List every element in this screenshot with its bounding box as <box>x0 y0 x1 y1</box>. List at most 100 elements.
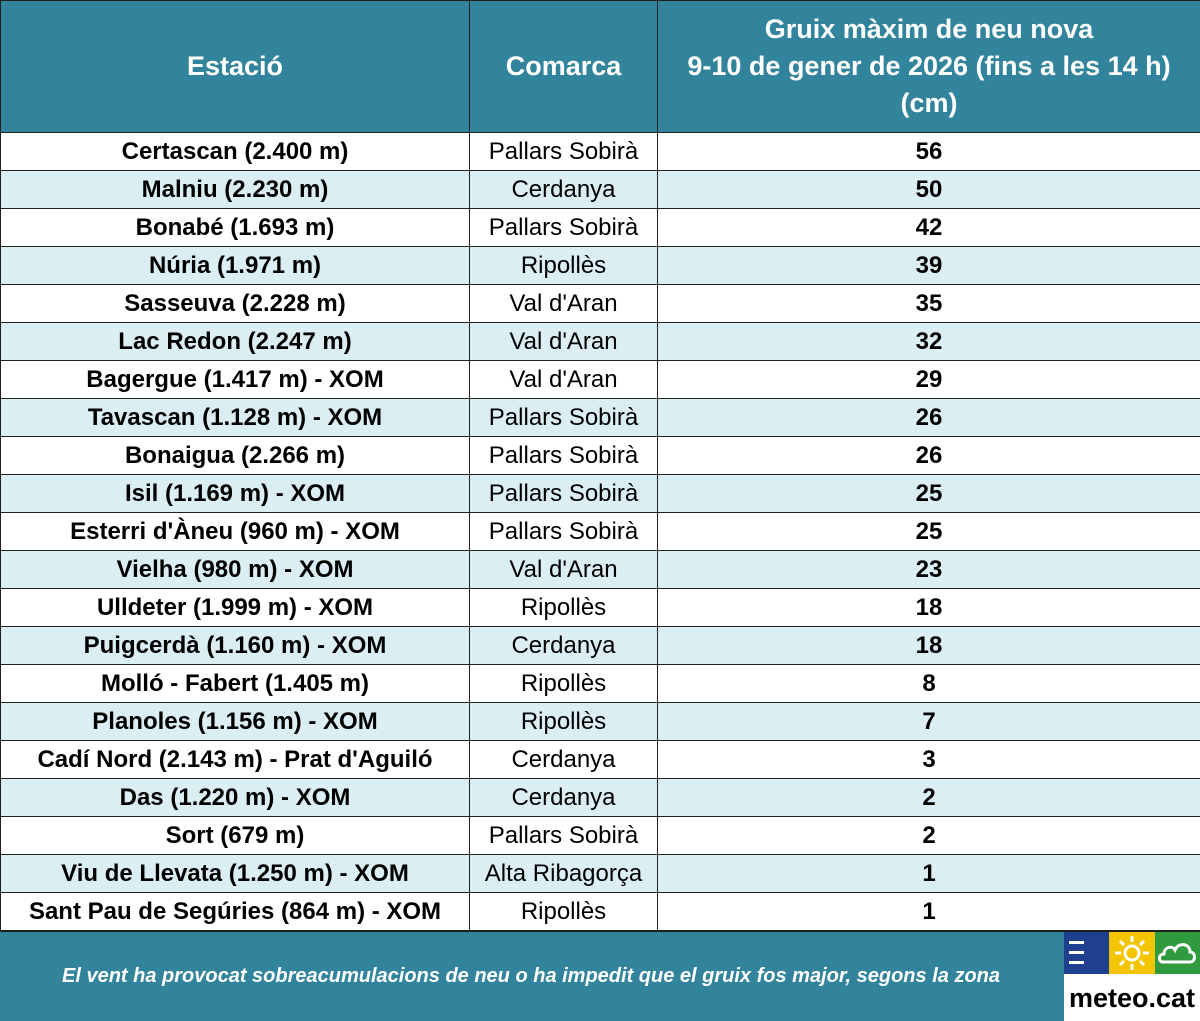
meteocat-logo: meteo.cat <box>1064 932 1200 1021</box>
region-cell: Val d'Aran <box>470 551 658 589</box>
region-cell: Val d'Aran <box>470 361 658 399</box>
region-cell: Val d'Aran <box>470 323 658 361</box>
station-cell: Esterri d'Àneu (960 m) - XOM <box>1 513 470 551</box>
cloud-icon <box>1155 932 1200 974</box>
region-cell: Val d'Aran <box>470 285 658 323</box>
station-cell: Bonaigua (2.266 m) <box>1 437 470 475</box>
station-cell: Núria (1.971 m) <box>1 247 470 285</box>
station-cell: Bonabé (1.693 m) <box>1 209 470 247</box>
region-cell: Cerdanya <box>470 627 658 665</box>
depth-cell: 18 <box>658 627 1200 665</box>
fog-lines-icon <box>1064 932 1109 974</box>
station-cell: Malniu (2.230 m) <box>1 171 470 209</box>
region-cell: Pallars Sobirà <box>470 817 658 855</box>
region-cell: Ripollès <box>470 703 658 741</box>
station-cell: Planoles (1.156 m) - XOM <box>1 703 470 741</box>
region-cell: Alta Ribagorça <box>470 855 658 893</box>
logo-text: meteo.cat <box>1064 978 1200 1018</box>
footer-bar: El vent ha provocat sobreacumulacions de… <box>0 931 1200 1021</box>
header-depth-line3: (cm) <box>658 85 1200 122</box>
station-cell: Sort (679 m) <box>1 817 470 855</box>
depth-cell: 23 <box>658 551 1200 589</box>
depth-cell: 29 <box>658 361 1200 399</box>
station-cell: Das (1.220 m) - XOM <box>1 779 470 817</box>
header-region: Comarca <box>470 1 658 133</box>
header-depth: Gruix màxim de neu nova 9-10 de gener de… <box>658 1 1200 133</box>
station-cell: Bagergue (1.417 m) - XOM <box>1 361 470 399</box>
depth-cell: 39 <box>658 247 1200 285</box>
station-cell: Tavascan (1.128 m) - XOM <box>1 399 470 437</box>
region-cell: Cerdanya <box>470 171 658 209</box>
station-cell: Certascan (2.400 m) <box>1 133 470 171</box>
depth-cell: 1 <box>658 893 1200 931</box>
region-cell: Pallars Sobirà <box>470 475 658 513</box>
region-cell: Ripollès <box>470 589 658 627</box>
station-cell: Ulldeter (1.999 m) - XOM <box>1 589 470 627</box>
region-cell: Pallars Sobirà <box>470 399 658 437</box>
header-station: Estació <box>1 1 470 133</box>
station-cell: Sant Pau de Segúries (864 m) - XOM <box>1 893 470 931</box>
region-cell: Pallars Sobirà <box>470 133 658 171</box>
depth-cell: 2 <box>658 817 1200 855</box>
depth-cell: 25 <box>658 513 1200 551</box>
depth-cell: 26 <box>658 437 1200 475</box>
depth-cell: 50 <box>658 171 1200 209</box>
region-cell: Ripollès <box>470 247 658 285</box>
depth-cell: 1 <box>658 855 1200 893</box>
station-cell: Puigcerdà (1.160 m) - XOM <box>1 627 470 665</box>
depth-cell: 18 <box>658 589 1200 627</box>
depth-cell: 7 <box>658 703 1200 741</box>
depth-cell: 8 <box>658 665 1200 703</box>
depth-cell: 26 <box>658 399 1200 437</box>
depth-cell: 42 <box>658 209 1200 247</box>
sun-icon <box>1109 932 1155 974</box>
station-cell: Viu de Llevata (1.250 m) - XOM <box>1 855 470 893</box>
station-cell: Cadí Nord (2.143 m) - Prat d'Aguiló <box>1 741 470 779</box>
depth-cell: 32 <box>658 323 1200 361</box>
header-depth-line1: Gruix màxim de neu nova <box>658 11 1200 48</box>
region-cell: Cerdanya <box>470 779 658 817</box>
station-cell: Molló - Fabert (1.405 m) <box>1 665 470 703</box>
depth-cell: 3 <box>658 741 1200 779</box>
depth-cell: 35 <box>658 285 1200 323</box>
depth-cell: 56 <box>658 133 1200 171</box>
region-cell: Ripollès <box>470 665 658 703</box>
region-cell: Cerdanya <box>470 741 658 779</box>
header-depth-line2: 9-10 de gener de 2026 (fins a les 14 h) <box>658 48 1200 85</box>
station-cell: Vielha (980 m) - XOM <box>1 551 470 589</box>
table-header-row: Estació Comarca Gruix màxim de neu nova … <box>1 1 1200 133</box>
snow-depth-table: Estació Comarca Gruix màxim de neu nova … <box>0 0 1200 931</box>
region-cell: Ripollès <box>470 893 658 931</box>
depth-cell: 2 <box>658 779 1200 817</box>
depth-cell: 25 <box>658 475 1200 513</box>
footer-note: El vent ha provocat sobreacumulacions de… <box>0 932 1062 1021</box>
region-cell: Pallars Sobirà <box>470 513 658 551</box>
region-cell: Pallars Sobirà <box>470 209 658 247</box>
station-cell: Sasseuva (2.228 m) <box>1 285 470 323</box>
station-cell: Isil (1.169 m) - XOM <box>1 475 470 513</box>
region-cell: Pallars Sobirà <box>470 437 658 475</box>
station-cell: Lac Redon (2.247 m) <box>1 323 470 361</box>
